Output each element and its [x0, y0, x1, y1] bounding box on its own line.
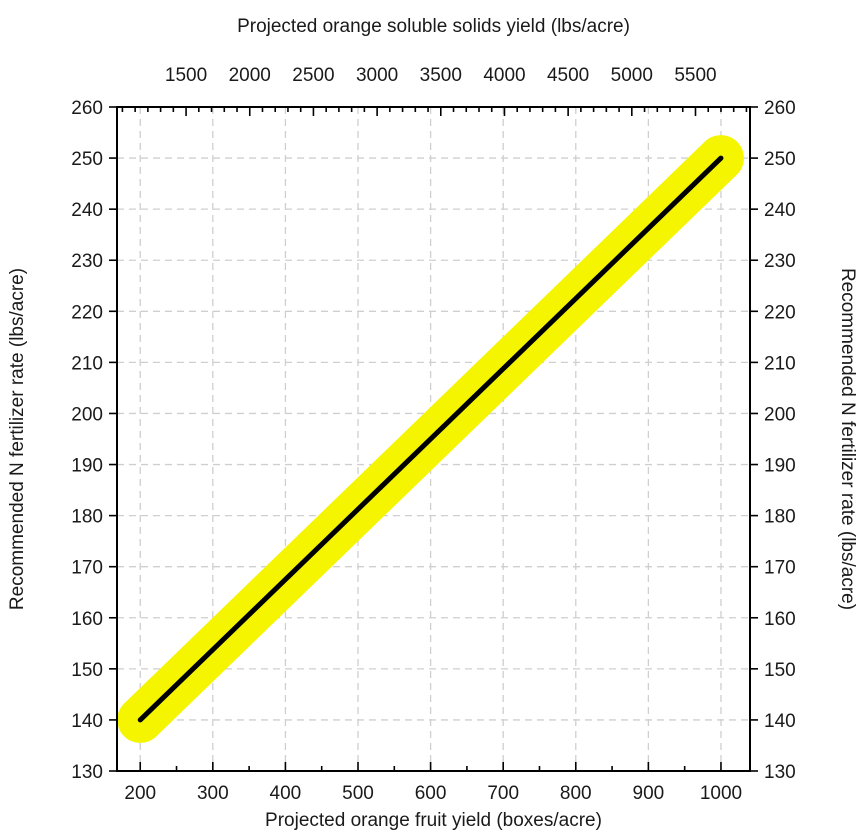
y2-tick-label: 240: [764, 200, 796, 221]
y-tick-label: 160: [71, 609, 103, 630]
plot-area-frame: [116, 106, 751, 772]
x-tick-label: 1000: [700, 783, 742, 804]
x2-tick-label: 2500: [292, 65, 334, 86]
x2-tick-label: 3500: [420, 65, 462, 86]
y-tick-label: 210: [71, 353, 103, 374]
x-tick-label: 200: [124, 783, 156, 804]
y-tick-label: 140: [71, 711, 103, 732]
x-tick-label: 600: [415, 783, 447, 804]
y-tick-label: 220: [71, 302, 103, 323]
y2-tick-label: 180: [764, 507, 796, 528]
y-tick-label: 170: [71, 558, 103, 579]
x2-tick-label: 3000: [356, 65, 398, 86]
y2-tick-label: 210: [764, 353, 796, 374]
y-tick-label: 190: [71, 456, 103, 477]
right-y-axis-label: Recommended N fertilizer rate (lbs/acre): [837, 268, 858, 610]
y-tick-label: 150: [71, 660, 103, 681]
x2-tick-label: 4000: [483, 65, 525, 86]
y2-tick-label: 130: [764, 762, 796, 783]
y2-tick-label: 220: [764, 302, 796, 323]
x-tick-label: 700: [487, 783, 519, 804]
y2-tick-label: 200: [764, 404, 796, 425]
y2-tick-label: 230: [764, 251, 796, 272]
x2-tick-label: 5000: [611, 65, 653, 86]
y2-tick-label: 170: [764, 558, 796, 579]
x-tick-label: 800: [560, 783, 592, 804]
tick-labels: 200 300 400 500 600 700 800 900 1000 1500 2000 2500…: [71, 65, 795, 804]
x-tick-label: 400: [270, 783, 302, 804]
x-tick-label: 500: [342, 783, 374, 804]
series-line: [137, 155, 724, 723]
y2-tick-label: 140: [764, 711, 796, 732]
y-tick-label: 180: [71, 507, 103, 528]
x-axis-label: Projected orange fruit yield (boxes/acre…: [265, 810, 602, 831]
x2-tick-label: 4500: [547, 65, 589, 86]
y2-tick-label: 190: [764, 456, 796, 477]
series-layer: [117, 135, 744, 743]
x2-tick-label: 2000: [229, 65, 271, 86]
x-tick-label: 300: [197, 783, 229, 804]
y-tick-label: 130: [71, 762, 103, 783]
axis-ticks: [109, 106, 758, 772]
top-x-axis-label: Projected orange soluble solids yield (l…: [237, 16, 630, 37]
y-tick-label: 240: [71, 200, 103, 221]
y2-tick-label: 150: [764, 660, 796, 681]
grid-lines: [117, 107, 750, 771]
y-tick-label: 250: [71, 149, 103, 170]
y2-tick-label: 160: [764, 609, 796, 630]
x2-tick-label: 1500: [165, 65, 207, 86]
y-axis-label: Recommended N fertilizer rate (lbs/acre): [7, 268, 28, 610]
y-tick-label: 260: [71, 98, 103, 119]
x-tick-label: 900: [633, 783, 665, 804]
y-tick-label: 230: [71, 251, 103, 272]
y-tick-label: 200: [71, 404, 103, 425]
y2-tick-label: 250: [764, 149, 796, 170]
x2-tick-label: 5500: [674, 65, 716, 86]
y2-tick-label: 260: [764, 98, 796, 119]
